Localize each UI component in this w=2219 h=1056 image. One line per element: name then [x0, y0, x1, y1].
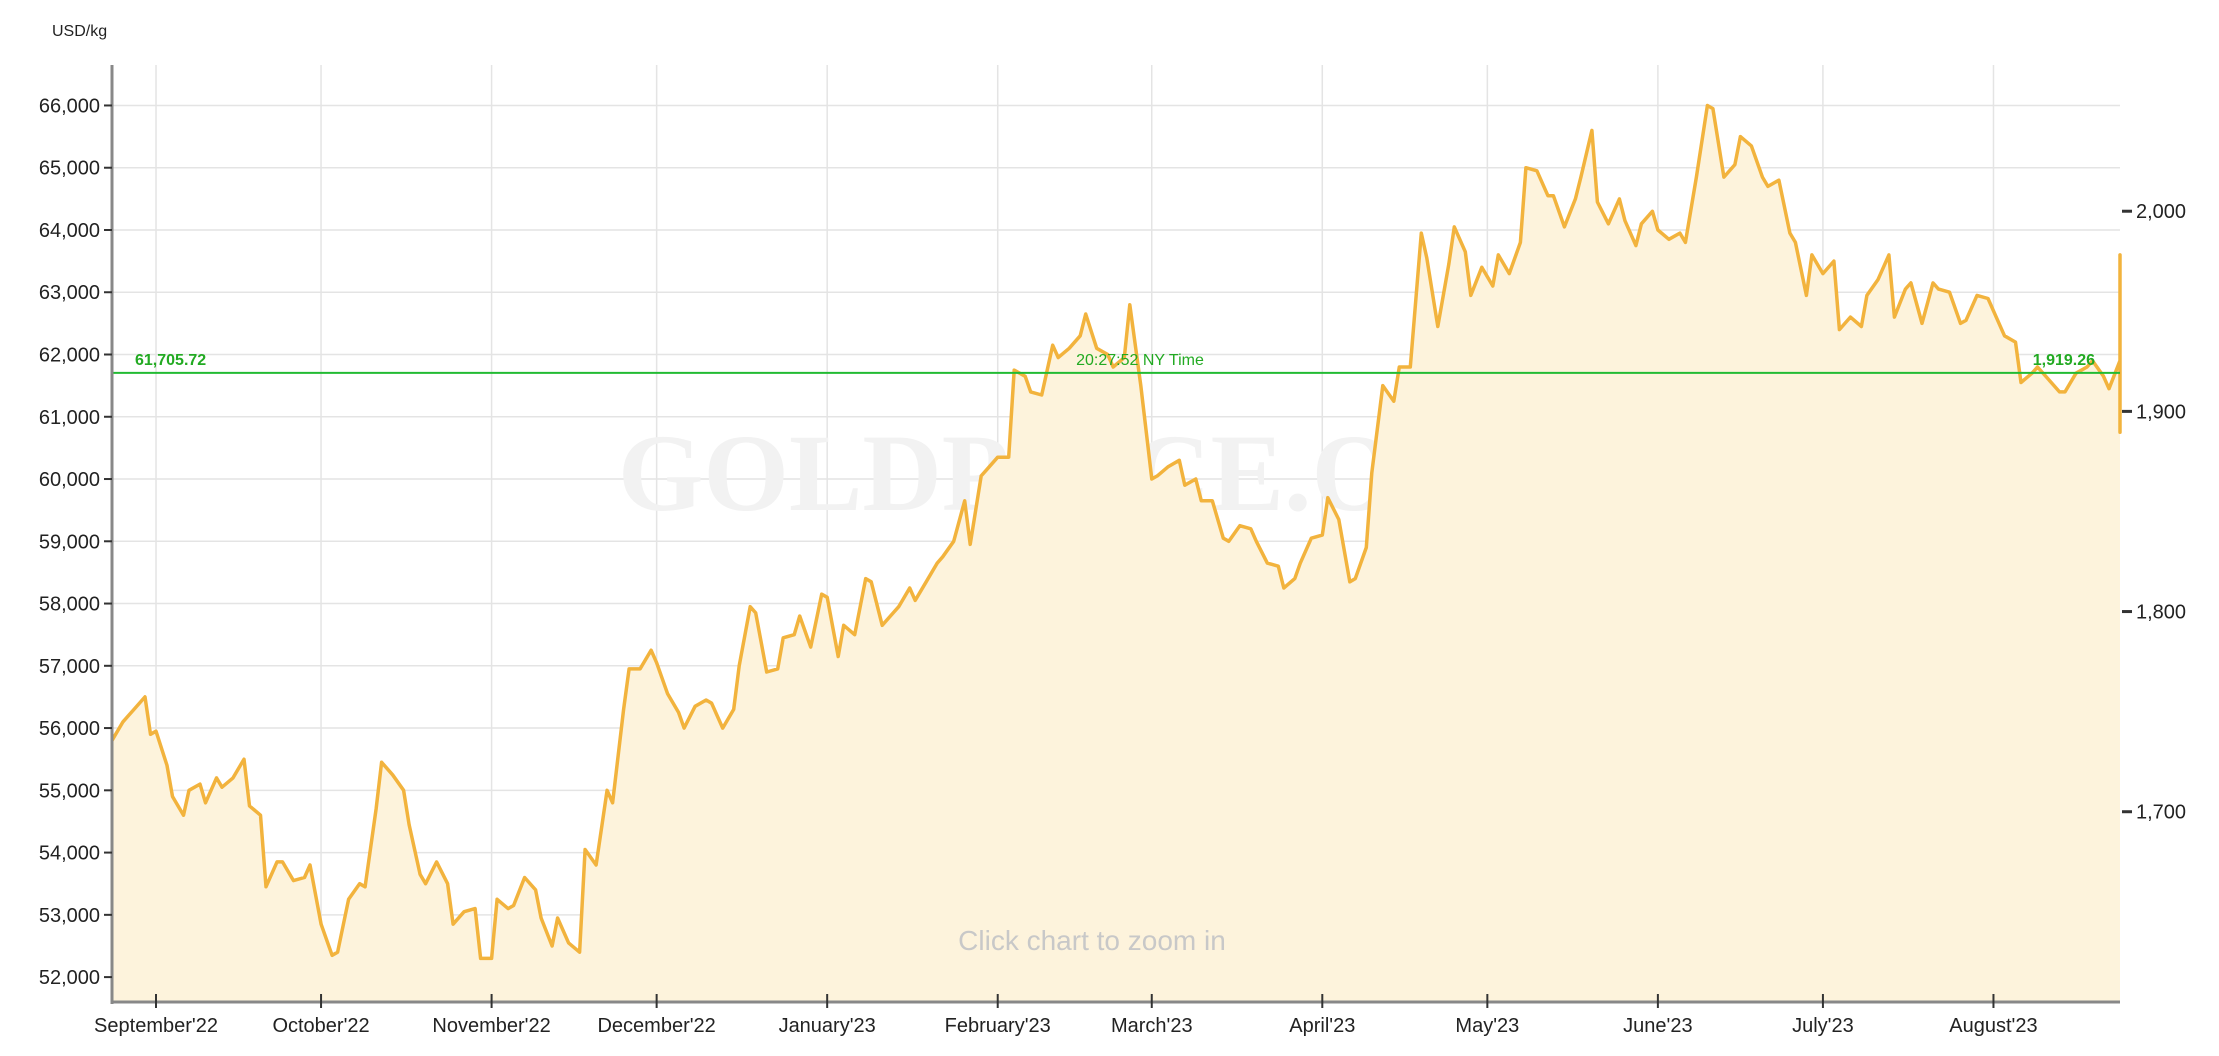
y-axis-right-ticks: 1,700 1,800 1,900 2,000 [2122, 201, 2186, 824]
y-right-tick-label: 1,800 [2136, 602, 2186, 624]
price-area-fill [112, 105, 2120, 1002]
current-price-usd-oz-label: 1,919.26 [2033, 352, 2095, 369]
y-left-tick-label: 66,000 [39, 95, 100, 117]
x-tick-label: April'23 [1289, 1015, 1355, 1037]
x-tick-label: February'23 [945, 1015, 1051, 1037]
axes [110, 65, 2120, 1004]
x-tick-label: January'23 [779, 1015, 876, 1037]
y-left-tick-label: 58,000 [39, 594, 100, 616]
y-right-tick-label: 1,700 [2136, 802, 2186, 824]
y-left-tick-label: 56,000 [39, 718, 100, 740]
zoom-hint: Click chart to zoom in [958, 925, 1226, 956]
y-left-tick-label: 62,000 [39, 345, 100, 367]
x-tick-label: December'22 [597, 1015, 715, 1037]
current-time-label: 20:27:52 NY Time [1076, 352, 1204, 369]
y-left-tick-label: 57,000 [39, 656, 100, 678]
y-left-tick-label: 63,000 [39, 282, 100, 304]
x-axis-ticks: September'22 October'22 November'22 Decembe… [94, 994, 2038, 1037]
y-right-tick-label: 1,900 [2136, 401, 2186, 423]
y-left-tick-label: 55,000 [39, 780, 100, 802]
x-tick-label: September'22 [94, 1015, 218, 1037]
y-left-tick-label: 59,000 [39, 531, 100, 553]
x-tick-label: July'23 [1792, 1015, 1854, 1037]
y-left-tick-label: 60,000 [39, 469, 100, 491]
x-tick-label: August'23 [1949, 1015, 2037, 1037]
x-tick-label: March'23 [1111, 1015, 1193, 1037]
y-left-tick-label: 64,000 [39, 220, 100, 242]
price-line [110, 103, 2122, 961]
y-left-tick-label: 53,000 [39, 905, 100, 927]
x-tick-label: June'23 [1623, 1015, 1692, 1037]
y-right-tick-label: 2,000 [2136, 201, 2186, 223]
x-tick-label: May'23 [1455, 1015, 1519, 1037]
y-left-tick-label: 52,000 [39, 967, 100, 989]
x-tick-label: November'22 [432, 1015, 550, 1037]
y-axis-unit-label: USD/kg [52, 23, 107, 40]
y-left-tick-label: 54,000 [39, 843, 100, 865]
current-price-usd-kg-label: 61,705.72 [135, 352, 206, 369]
y-left-tick-label: 61,000 [39, 407, 100, 429]
y-left-tick-label: 65,000 [39, 158, 100, 180]
y-axis-left-ticks: 52,000 53,000 54,000 55,000 56,000 57,000 58,0… [39, 95, 112, 989]
x-tick-label: October'22 [272, 1015, 369, 1037]
